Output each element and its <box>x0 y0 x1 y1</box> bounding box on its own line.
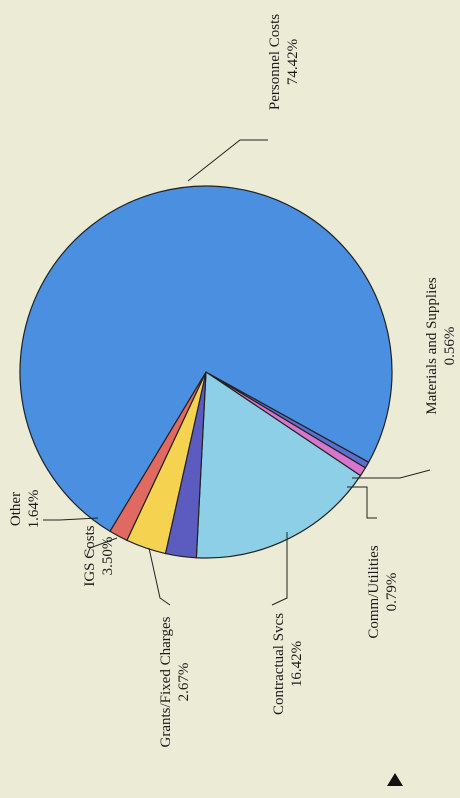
slice-label-igs-costs: IGS Costs <box>82 525 98 586</box>
pie-slice-contractual-svcs <box>195 370 362 559</box>
slice-label-comm-utilities: Comm/Utilities <box>366 545 382 639</box>
leader-igs-costs <box>86 537 118 557</box>
slice-label-materials-supplies: Materials and Supplies <box>424 277 440 415</box>
corner-arrow-icon <box>387 773 403 786</box>
slice-label-grants-fixed-charges: Grants/Fixed Charges <box>158 616 174 747</box>
slice-value-other: 1.64% <box>26 490 42 529</box>
leader-grants-fixed-charges <box>148 547 171 606</box>
label-comm-utilities: Comm/Utilities 0.79% <box>366 545 400 639</box>
slice-value-grants-fixed-charges: 2.67% <box>176 663 192 702</box>
label-contractual-svcs: Contractual Svcs 16.42% <box>271 613 305 715</box>
label-igs-costs: IGS Costs 3.50% <box>82 525 116 586</box>
slice-label-contractual-svcs: Contractual Svcs <box>271 613 287 715</box>
leader-materials-supplies <box>352 469 431 479</box>
leader-contractual-svcs <box>271 532 288 606</box>
slice-value-materials-supplies: 0.56% <box>442 327 458 366</box>
slice-value-personnel-costs: 74.42% <box>285 39 301 85</box>
slice-value-contractual-svcs: 16.42% <box>289 641 305 687</box>
label-other: Other 1.64% <box>8 490 42 529</box>
pie-slices <box>19 185 393 559</box>
label-grants-fixed-charges: Grants/Fixed Charges 2.67% <box>158 616 192 747</box>
pie-slice-personnel-costs <box>19 185 393 533</box>
slice-label-other: Other <box>8 492 24 526</box>
slice-value-igs-costs: 3.50% <box>100 537 116 576</box>
leader-comm-utilities <box>347 486 377 519</box>
leader-personnel-costs <box>187 139 268 182</box>
slice-label-personnel-costs: Personnel Costs <box>267 14 283 110</box>
label-personnel-costs: Personnel Costs 74.42% <box>267 14 301 110</box>
leader-other <box>43 517 99 521</box>
leader-lines <box>43 139 431 606</box>
label-materials-supplies: Materials and Supplies 0.56% <box>424 277 458 415</box>
slice-value-comm-utilities: 0.79% <box>384 573 400 612</box>
